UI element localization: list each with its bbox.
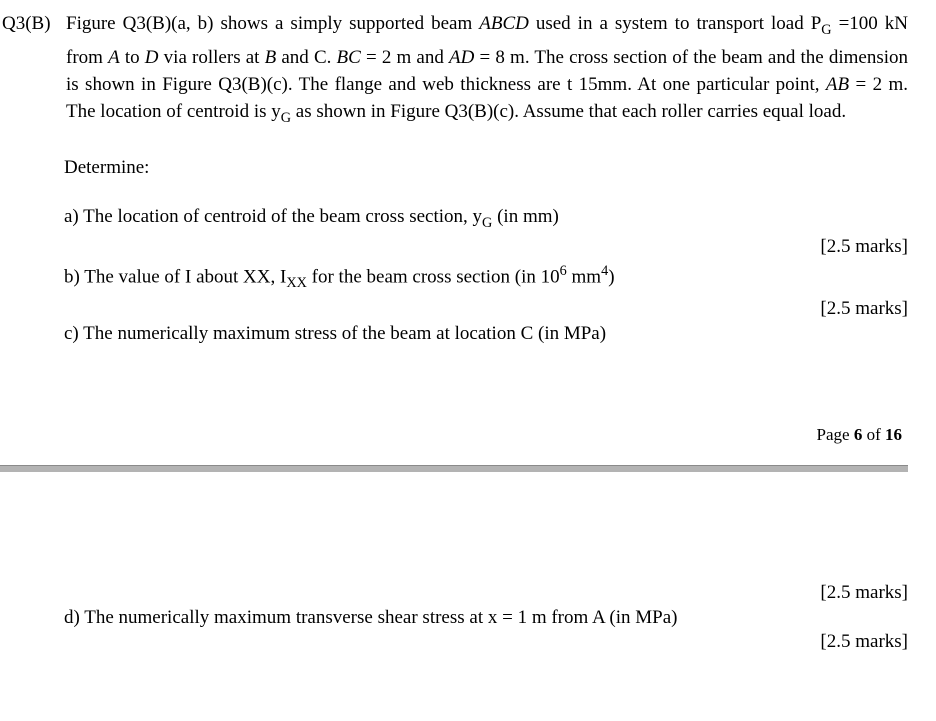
question-header-row: Q3(B) Figure Q3(B)(a, b) shows a simply … <box>0 10 908 132</box>
exam-page: Q3(B) Figure Q3(B)(a, b) shows a simply … <box>0 0 936 721</box>
part-b-marks: [2.5 marks] <box>0 298 908 320</box>
part-a-text: a) The location of centroid of the beam … <box>64 203 908 237</box>
part-c-text: c) The numerically maximum stress of the… <box>64 320 908 347</box>
page-separator <box>0 465 908 472</box>
part-b-text: b) The value of I about XX, IXX for the … <box>64 258 908 297</box>
spacer <box>0 472 908 582</box>
page-footer-of: of <box>862 425 885 444</box>
part-d-marks: [2.5 marks] <box>0 631 908 653</box>
page-footer: Page 6 of 16 <box>0 425 908 445</box>
part-a-marks: [2.5 marks] <box>0 236 908 258</box>
part-c-marks: [2.5 marks] <box>0 582 908 604</box>
part-d-text: d) The numerically maximum transverse sh… <box>64 604 908 631</box>
question-intro: Figure Q3(B)(a, b) shows a simply suppor… <box>66 10 908 132</box>
page-footer-total: 16 <box>885 425 902 444</box>
page-footer-prefix: Page <box>817 425 854 444</box>
determine-heading: Determine: <box>64 154 908 181</box>
question-label: Q3(B) <box>0 10 66 37</box>
